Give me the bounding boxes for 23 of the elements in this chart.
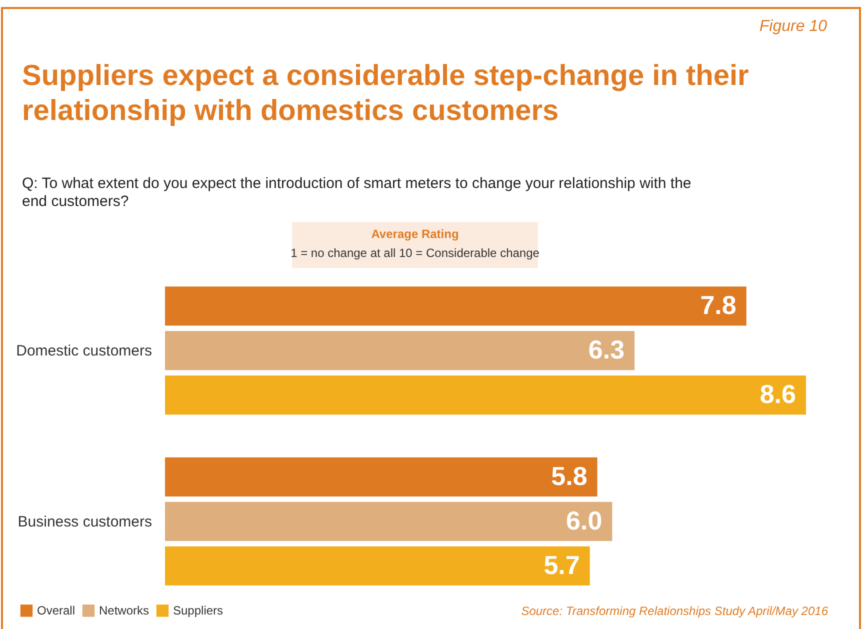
caption: Figure 10 [759, 18, 828, 35]
data-label: 6.3 [588, 334, 625, 365]
legend-label: Overall [37, 604, 76, 618]
bar [165, 376, 806, 415]
chart-subtitle: Q: To what extent do you expect the introduction of smart meters to change your relationship with the end customers? [22, 175, 692, 210]
bar [165, 457, 598, 496]
data-label: 7.8 [700, 290, 736, 320]
annotation: Source: Transforming Relationships Study April/May 2016 [521, 604, 828, 618]
bar [165, 502, 612, 541]
bar [165, 331, 635, 370]
legend-label: Networks [99, 604, 150, 618]
data-label: 6.0 [566, 505, 602, 536]
y-tick-label: Domestic customers [16, 342, 152, 360]
legend-label: Suppliers [173, 604, 224, 618]
bar [165, 546, 590, 586]
data-label: 5.7 [544, 550, 580, 580]
data-label: 8.6 [760, 379, 796, 410]
bar [165, 286, 746, 326]
data-label: 5.8 [551, 460, 588, 491]
text: 1 = no change at all 10 = Considerable change [290, 246, 540, 260]
chart-title: Suppliers expect a considerable step-change in their relationship with domestics customers [22, 60, 749, 127]
text: Average Rating [371, 227, 459, 241]
y-tick-label: Business customers [18, 513, 152, 530]
